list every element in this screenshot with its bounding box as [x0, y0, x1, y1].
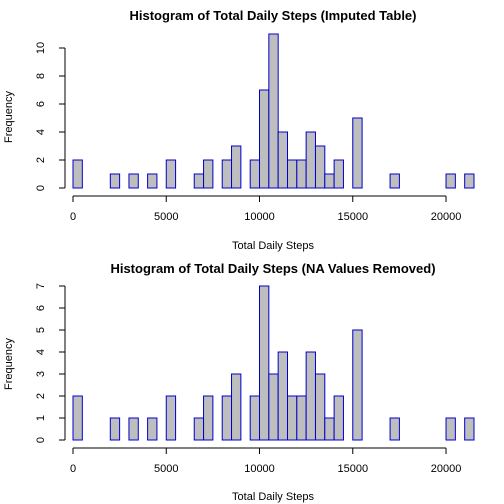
histogram-bar — [165, 159, 177, 189]
y-tick-label: 6 — [35, 305, 47, 311]
histogram-bar — [277, 131, 288, 189]
y-tick-label: 3 — [35, 371, 47, 377]
histogram-bar — [259, 89, 270, 189]
histogram-bar — [352, 117, 363, 189]
histogram-bar — [268, 373, 279, 441]
y-axis-label: Frequency — [3, 338, 15, 390]
histogram-bar — [314, 373, 326, 441]
histogram-bar — [324, 417, 335, 441]
histogram-bar — [333, 395, 344, 441]
y-tick-label: 5 — [35, 327, 47, 333]
y-tick-label: 2 — [35, 157, 47, 163]
histogram-bar — [464, 417, 475, 441]
histogram-bar — [305, 131, 316, 189]
x-tick-label: 5000 — [154, 211, 178, 223]
x-tick-label: 15000 — [337, 211, 368, 223]
y-tick-label: 7 — [35, 283, 47, 289]
histogram-bar — [128, 173, 139, 189]
histogram-bar — [286, 395, 298, 441]
histogram-bar — [249, 395, 261, 441]
histogram-bar — [352, 329, 363, 441]
y-tick-label: 4 — [35, 129, 47, 135]
histogram-bar — [109, 417, 121, 441]
histogram-bar — [203, 159, 214, 189]
y-tick-label: 4 — [35, 349, 47, 355]
chart-title: Histogram of Total Daily Steps (Imputed … — [130, 8, 417, 23]
x-axis-label: Total Daily Steps — [232, 240, 314, 252]
histogram-bar — [231, 373, 242, 441]
bars-group — [72, 285, 475, 441]
histogram-bar — [203, 395, 214, 441]
x-tick-label: 15000 — [337, 463, 368, 475]
y-tick-label: 2 — [35, 393, 47, 399]
histogram-panel-imputed: Histogram of Total Daily Steps (Imputed … — [3, 8, 475, 252]
histogram-bar — [324, 173, 335, 189]
x-axis-label: Total Daily Steps — [232, 491, 314, 503]
bars-group — [72, 33, 475, 189]
histogram-bar — [221, 395, 233, 441]
histogram-bar — [147, 417, 158, 441]
y-tick-label: 0 — [35, 437, 47, 443]
y-tick-label: 1 — [35, 415, 47, 421]
y-tick-label: 0 — [35, 185, 47, 191]
x-tick-label: 20000 — [431, 463, 462, 475]
y-axis-label: Frequency — [3, 91, 15, 143]
histogram-bar — [128, 417, 139, 441]
histogram-bar — [165, 395, 177, 441]
x-tick-label: 10000 — [244, 463, 275, 475]
histogram-bar — [109, 173, 121, 189]
x-tick-label: 0 — [70, 463, 76, 475]
histogram-panel-na-removed: Histogram of Total Daily Steps (NA Value… — [3, 261, 475, 503]
x-tick-label: 10000 — [244, 211, 275, 223]
histogram-bar — [221, 159, 233, 189]
histogram-bar — [72, 395, 83, 441]
histogram-bar — [249, 159, 261, 189]
histogram-bar — [268, 33, 279, 189]
x-tick-label: 0 — [70, 211, 76, 223]
histogram-bar — [296, 159, 307, 189]
histogram-bar — [231, 145, 242, 189]
y-tick-label: 10 — [35, 42, 47, 54]
histogram-bar — [445, 417, 456, 441]
histogram-bar — [147, 173, 158, 189]
histogram-bar — [333, 159, 344, 189]
y-tick-label: 8 — [35, 73, 47, 79]
histogram-bar — [277, 351, 288, 441]
chart-title: Histogram of Total Daily Steps (NA Value… — [110, 261, 435, 276]
histogram-bar — [445, 173, 456, 189]
histogram-bar — [305, 351, 316, 441]
histogram-bar — [389, 417, 400, 441]
histogram-bar — [314, 145, 326, 189]
histogram-bar — [389, 173, 400, 189]
histogram-bar — [259, 285, 270, 441]
histogram-bar — [296, 395, 307, 441]
histogram-bar — [72, 159, 83, 189]
histogram-bar — [286, 159, 298, 189]
histogram-bar — [193, 417, 205, 441]
histogram-bar — [464, 173, 475, 189]
histogram-bar — [193, 173, 205, 189]
x-tick-label: 5000 — [154, 463, 178, 475]
y-tick-label: 6 — [35, 101, 47, 107]
x-tick-label: 20000 — [431, 211, 462, 223]
